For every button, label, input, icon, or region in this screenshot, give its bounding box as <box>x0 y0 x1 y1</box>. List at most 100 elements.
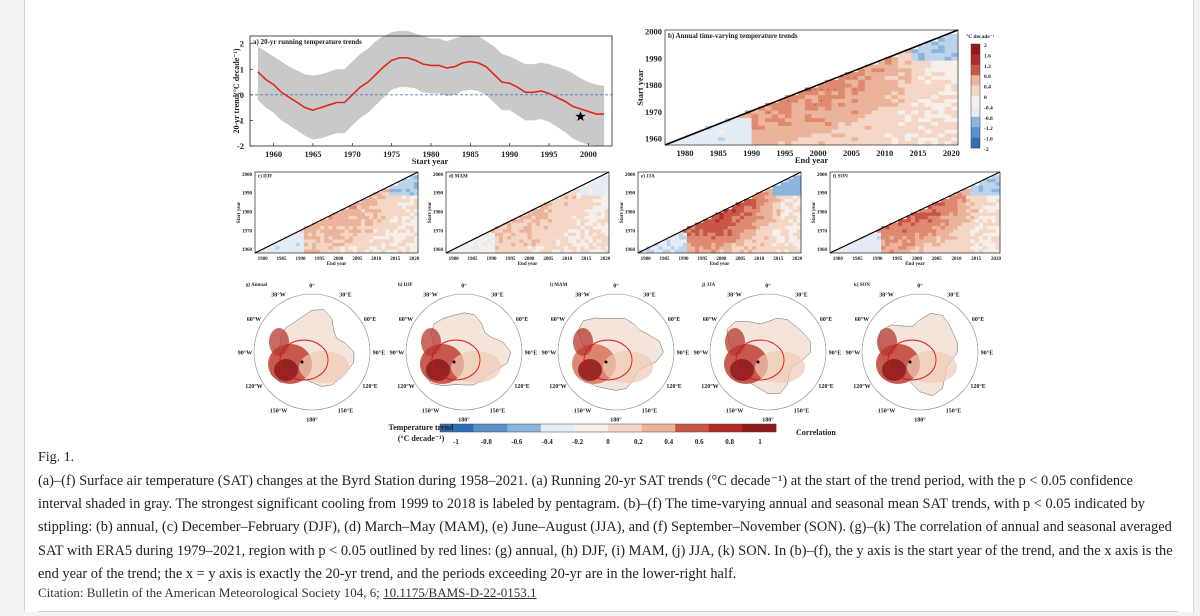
heatmap-cell <box>889 249 895 254</box>
heatmap-cell <box>788 182 794 186</box>
heatmap-cell <box>413 182 419 186</box>
heatmap-cell <box>731 133 739 138</box>
heatmap-cell <box>898 79 906 84</box>
heatmap-cell <box>698 129 706 134</box>
heatmap-cell <box>312 232 317 237</box>
heatmap-cell <box>295 232 301 237</box>
heatmap-cell <box>711 232 716 237</box>
heatmap-cell <box>961 212 967 217</box>
heatmap-cell <box>739 246 745 250</box>
heatmap-cell <box>780 246 786 250</box>
heatmap-cell <box>511 229 516 234</box>
heatmap-cell <box>303 246 309 250</box>
heatmap-cell <box>551 212 557 217</box>
heatmap-cell <box>878 133 886 138</box>
heatmap-cell <box>377 195 382 200</box>
heatmap-cell <box>927 229 933 234</box>
heatmap-cell <box>915 212 920 217</box>
heatmap-cell <box>924 91 932 96</box>
heatmap-cell <box>878 91 886 96</box>
heatmap-cell <box>576 195 581 200</box>
heatmap-cell <box>486 236 492 240</box>
heatmap-cell <box>324 249 329 254</box>
heatmap-cell <box>413 178 419 183</box>
heatmap-cell <box>592 219 598 223</box>
heatmap-cell <box>511 232 516 237</box>
heatmap-cell <box>703 236 708 240</box>
heatmap-cell <box>564 222 569 227</box>
heatmap-cell <box>858 102 866 107</box>
y-tick-label: 1960 <box>433 248 444 253</box>
heatmap-cell <box>393 195 398 200</box>
heatmap-cell <box>784 122 792 127</box>
heatmap-cell <box>844 141 852 146</box>
heatmap-cell <box>409 205 415 210</box>
heatmap-cell <box>957 199 963 203</box>
heatmap-cell <box>405 195 411 200</box>
heatmap-cell <box>871 83 879 88</box>
heatmap-cell <box>503 239 508 244</box>
heatmap-cell <box>572 202 577 207</box>
doi-link[interactable]: 10.1175/BAMS-D-22-0153.1 <box>383 585 537 600</box>
heatmap-cell <box>604 209 610 213</box>
heatmap-cell <box>991 192 997 196</box>
heatmap-cell <box>535 229 541 234</box>
heatmap-cell <box>987 239 992 244</box>
heatmap-cell <box>703 232 708 237</box>
heatmap-cell <box>360 199 366 203</box>
heatmap-cell <box>356 205 362 210</box>
heatmap-cell <box>401 222 407 227</box>
heatmap-cell <box>316 242 321 247</box>
heatmap-cell <box>560 219 565 223</box>
y-axis-label: Start year <box>237 201 242 223</box>
heatmap-cell <box>365 229 370 234</box>
heatmap-cell <box>811 122 819 127</box>
heatmap-cell <box>881 239 886 244</box>
heatmap-cell <box>511 246 516 250</box>
heatmap-cell <box>360 205 366 210</box>
heatmap-cell <box>931 114 939 119</box>
heatmap-cell <box>275 249 280 254</box>
colorbar-segment <box>971 96 980 107</box>
heatmap-cell <box>953 202 958 207</box>
colorbar-frame <box>970 43 981 149</box>
heatmap-cell <box>811 118 819 123</box>
heatmap-cell <box>393 215 398 220</box>
heatmap-cell <box>991 232 997 237</box>
longitude-label: 150°E <box>946 408 961 415</box>
heatmap-cell <box>878 95 886 100</box>
heatmap-cell <box>868 232 873 237</box>
heatmap-cell <box>572 215 577 220</box>
heatmap-cell <box>910 239 916 244</box>
heatmap-cell <box>931 133 939 138</box>
heatmap-cell <box>695 242 700 247</box>
heatmap-cell <box>771 129 779 134</box>
heatmap-cell <box>739 205 745 210</box>
heatmap-cell <box>482 239 488 244</box>
heatmap-cell <box>409 215 415 220</box>
x-tick-label: 1985 <box>462 149 479 159</box>
heatmap-cell <box>385 192 390 196</box>
heatmap-cell <box>393 239 398 244</box>
heatmap-cell <box>584 188 589 193</box>
heatmap-cell <box>818 141 826 146</box>
heatmap-cell <box>924 122 932 127</box>
heatmap-cell <box>703 239 708 244</box>
heatmap-cell <box>735 236 741 240</box>
heatmap-cell <box>756 239 761 244</box>
heatmap-cell <box>944 83 952 88</box>
heatmap-cell <box>401 246 407 250</box>
heatmap-cell <box>287 236 292 240</box>
heatmap-cell <box>535 249 541 254</box>
heatmap-cell <box>995 195 1001 200</box>
heatmap-cell <box>695 236 700 240</box>
heatmap-cell <box>758 118 766 123</box>
heatmap-cell <box>851 129 859 134</box>
y-tick-label: 1990 <box>817 192 828 197</box>
longitude-label: 60°W <box>247 316 261 323</box>
heatmap-cell <box>953 236 958 240</box>
heatmap-cell <box>356 232 362 237</box>
heatmap-cell <box>931 72 939 77</box>
heatmap-cell <box>535 219 541 223</box>
heatmap-cell <box>858 137 866 142</box>
